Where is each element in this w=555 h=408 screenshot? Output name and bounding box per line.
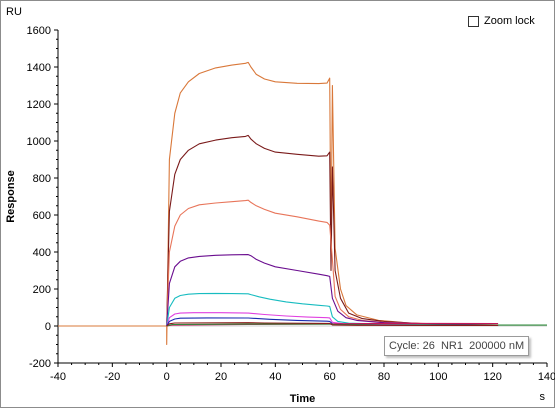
- series-line-2: [166, 134, 499, 327]
- y-tick-label: 200: [33, 284, 51, 296]
- y-tick-label: -200: [29, 358, 51, 370]
- x-tick-label: -40: [50, 371, 66, 383]
- series-line-3: [166, 199, 499, 327]
- x-tick-label: 0: [164, 371, 170, 383]
- x-tick-label: 60: [324, 371, 336, 383]
- x-tick-label: 40: [269, 371, 281, 383]
- checkbox-box[interactable]: [468, 15, 479, 27]
- y-tick-label: 1400: [27, 62, 51, 74]
- y-axis-title: Response: [5, 170, 17, 223]
- series-line-1: [58, 61, 499, 346]
- x-tick-label: -20: [104, 371, 120, 383]
- tooltip-text: Cycle: 26 NR1 200000 nM: [389, 340, 525, 352]
- series-line-5: [166, 292, 499, 327]
- y-tick-label: 0: [45, 321, 51, 333]
- x-tick-label: 100: [429, 371, 447, 383]
- x-axis-title: Time: [290, 393, 315, 405]
- y-tick-label: 1200: [27, 99, 51, 111]
- series-line-4: [166, 254, 499, 327]
- x-tick-label: 140: [538, 371, 555, 383]
- cycle-tooltip: Cycle: 26 NR1 200000 nM: [384, 336, 530, 356]
- x-tick-label: 20: [215, 371, 227, 383]
- y-tick-label: 800: [33, 173, 51, 185]
- x-unit-label: s: [540, 391, 546, 403]
- y-tick-label: 1600: [27, 25, 51, 37]
- x-tick-label: 80: [378, 371, 390, 383]
- zoom-lock-label: Zoom lock: [484, 15, 535, 27]
- y-unit-label: RU: [6, 6, 22, 18]
- y-tick-label: 1000: [27, 136, 51, 148]
- y-tick-label: 600: [33, 210, 51, 222]
- series-line-10: [166, 322, 499, 327]
- zoom-lock-checkbox[interactable]: Zoom lock: [468, 13, 535, 29]
- y-tick-label: 400: [33, 247, 51, 259]
- x-tick-label: 120: [483, 371, 501, 383]
